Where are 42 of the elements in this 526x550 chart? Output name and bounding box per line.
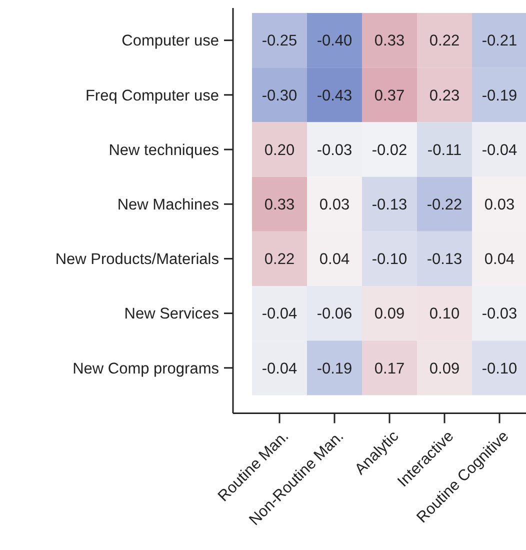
data-label: -0.10 (482, 360, 518, 378)
data-label: 0.03 (484, 196, 515, 214)
data-label: -0.06 (316, 306, 352, 323)
data-label: -0.13 (372, 196, 408, 214)
data-label: 0.20 (264, 142, 295, 159)
data-label: -0.03 (482, 306, 518, 323)
data-label: -0.04 (262, 360, 298, 378)
data-label: 0.09 (429, 360, 460, 378)
data-label: -0.30 (262, 87, 298, 104)
data-label: -0.19 (316, 360, 352, 378)
data-label: -0.02 (372, 142, 408, 159)
data-label: 0.33 (374, 32, 405, 50)
data-label: -0.10 (372, 251, 408, 268)
data-label: -0.04 (262, 306, 298, 323)
y-tick-label: New Comp programs (72, 360, 220, 378)
data-label: 0.22 (429, 32, 460, 50)
y-tick-label: New Machines (117, 196, 220, 214)
data-label: 0.04 (319, 251, 350, 268)
data-label: 0.37 (374, 87, 405, 104)
data-label: -0.22 (426, 196, 462, 214)
data-label: -0.13 (426, 251, 462, 268)
data-label: 0.10 (429, 306, 460, 323)
data-label: 0.17 (374, 360, 405, 378)
data-label: 0.33 (264, 196, 295, 214)
data-label: 0.22 (264, 251, 295, 268)
data-label: -0.25 (262, 32, 298, 50)
data-label: 0.03 (319, 196, 350, 214)
y-tick-label: Freq Computer use (85, 87, 219, 104)
data-label: -0.43 (316, 87, 352, 104)
y-tick-label: New techniques (108, 142, 220, 159)
data-label: -0.40 (316, 32, 353, 50)
y-tick-label: New Services (124, 306, 220, 323)
data-label: -0.19 (482, 87, 518, 104)
y-tick-label: Computer use (122, 32, 219, 50)
data-label: 0.09 (374, 306, 405, 323)
data-label: -0.11 (427, 142, 462, 159)
data-label: -0.21 (482, 32, 518, 50)
data-label: 0.23 (429, 87, 460, 104)
y-tick-label: New Products/Materials (55, 251, 220, 268)
data-label: -0.03 (316, 142, 352, 159)
data-label: -0.04 (482, 142, 518, 159)
data-label: 0.04 (484, 251, 515, 268)
